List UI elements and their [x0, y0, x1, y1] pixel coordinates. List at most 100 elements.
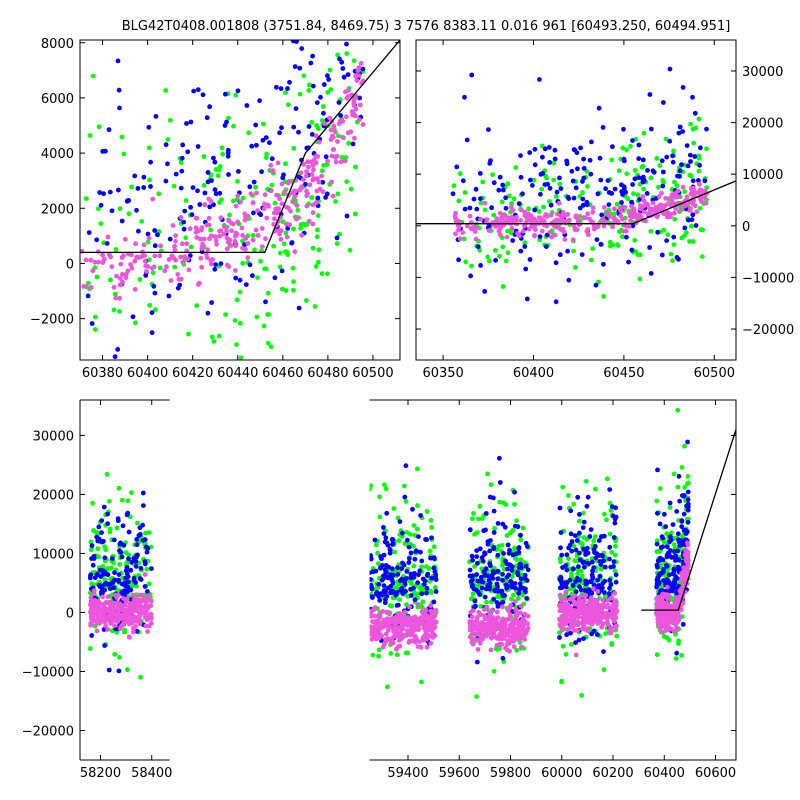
green-data-point	[690, 239, 696, 244]
green-data-point	[505, 181, 511, 187]
magenta-data-point	[309, 172, 315, 177]
magenta-data-point	[470, 624, 475, 630]
green-data-point	[484, 599, 489, 605]
green-data-point	[95, 206, 101, 212]
green-data-point	[125, 667, 130, 673]
blue-data-point	[497, 174, 503, 180]
green-data-point	[696, 153, 702, 159]
blue-data-point	[408, 586, 414, 592]
blue-data-point	[548, 202, 554, 208]
green-data-point	[391, 506, 397, 511]
magenta-data-point	[196, 280, 202, 286]
green-data-point	[700, 227, 705, 233]
blue-data-point	[655, 564, 660, 570]
blue-data-point	[141, 503, 146, 508]
blue-data-point	[629, 247, 635, 253]
blue-data-point	[538, 171, 544, 177]
green-data-point	[654, 538, 660, 544]
blue-data-point	[384, 540, 390, 546]
blue-data-point	[660, 169, 666, 175]
magenta-data-point	[404, 628, 410, 633]
blue-data-point	[321, 82, 327, 87]
blue-data-point	[413, 549, 419, 554]
blue-data-point	[244, 103, 250, 108]
blue-data-point	[587, 157, 593, 163]
blue-data-point	[573, 589, 579, 595]
x-tick-label: 60450	[603, 366, 644, 381]
blue-data-point	[348, 2, 353, 7]
blue-data-point	[577, 550, 582, 556]
blue-data-point	[146, 124, 152, 130]
blue-data-point	[178, 185, 184, 191]
blue-data-point	[523, 266, 529, 272]
magenta-data-point	[599, 607, 604, 613]
blue-data-point	[416, 534, 421, 539]
green-data-point	[183, 198, 189, 203]
magenta-data-point	[469, 614, 475, 620]
green-data-point	[117, 562, 123, 567]
blue-data-point	[202, 190, 208, 196]
blue-data-point	[126, 556, 131, 562]
blue-data-point	[658, 588, 663, 594]
axis-break-gap	[169, 398, 370, 762]
blue-data-point	[685, 504, 691, 510]
green-data-point	[286, 102, 291, 108]
blue-data-point	[135, 186, 141, 191]
green-data-point	[246, 130, 252, 136]
magenta-data-point	[238, 199, 244, 205]
blue-data-point	[213, 262, 219, 267]
green-data-point	[315, 213, 321, 219]
blue-data-point	[99, 530, 104, 535]
green-data-point	[112, 291, 118, 297]
magenta-data-point	[599, 624, 605, 630]
green-data-point	[258, 258, 263, 264]
blue-data-point	[619, 200, 624, 205]
blue-data-point	[685, 489, 691, 495]
blue-data-point	[416, 572, 421, 578]
blue-data-point	[673, 553, 678, 559]
magenta-data-point	[590, 205, 596, 211]
blue-data-point	[167, 236, 173, 242]
green-data-point	[687, 172, 693, 178]
magenta-data-point	[261, 206, 267, 212]
blue-data-point	[515, 570, 520, 575]
blue-data-point	[102, 643, 107, 648]
blue-data-point	[674, 509, 680, 514]
blue-data-point	[141, 174, 147, 180]
green-data-point	[135, 520, 140, 526]
blue-data-point	[197, 202, 203, 207]
magenta-data-point	[243, 247, 248, 252]
green-data-point	[490, 172, 495, 178]
blue-data-point	[130, 314, 136, 320]
blue-data-point	[558, 545, 563, 551]
magenta-data-point	[626, 224, 632, 229]
green-data-point	[671, 542, 677, 547]
magenta-data-point	[111, 284, 117, 290]
blue-data-point	[620, 192, 625, 197]
blue-data-point	[163, 178, 169, 184]
x-tick-label: 60400	[644, 766, 685, 781]
bottom-points	[87, 407, 691, 699]
green-data-point	[539, 143, 545, 149]
green-data-point	[412, 589, 417, 595]
green-data-point	[500, 244, 506, 250]
blue-data-point	[142, 537, 148, 543]
blue-data-point	[263, 299, 268, 305]
magenta-data-point	[591, 226, 597, 232]
blue-data-point	[626, 259, 631, 265]
blue-data-point	[397, 519, 403, 524]
blue-data-point	[518, 565, 524, 570]
green-data-point	[624, 147, 629, 153]
magenta-data-point	[385, 628, 391, 633]
blue-data-point	[98, 574, 104, 579]
green-data-point	[83, 196, 89, 202]
blue-data-point	[582, 564, 587, 570]
blue-data-point	[516, 545, 522, 550]
magenta-data-point	[532, 227, 538, 233]
magenta-data-point	[340, 134, 345, 140]
green-data-point	[580, 190, 585, 195]
green-data-point	[147, 302, 153, 308]
green-data-point	[375, 561, 381, 566]
magenta-data-point	[478, 216, 483, 222]
blue-data-point	[480, 558, 486, 564]
